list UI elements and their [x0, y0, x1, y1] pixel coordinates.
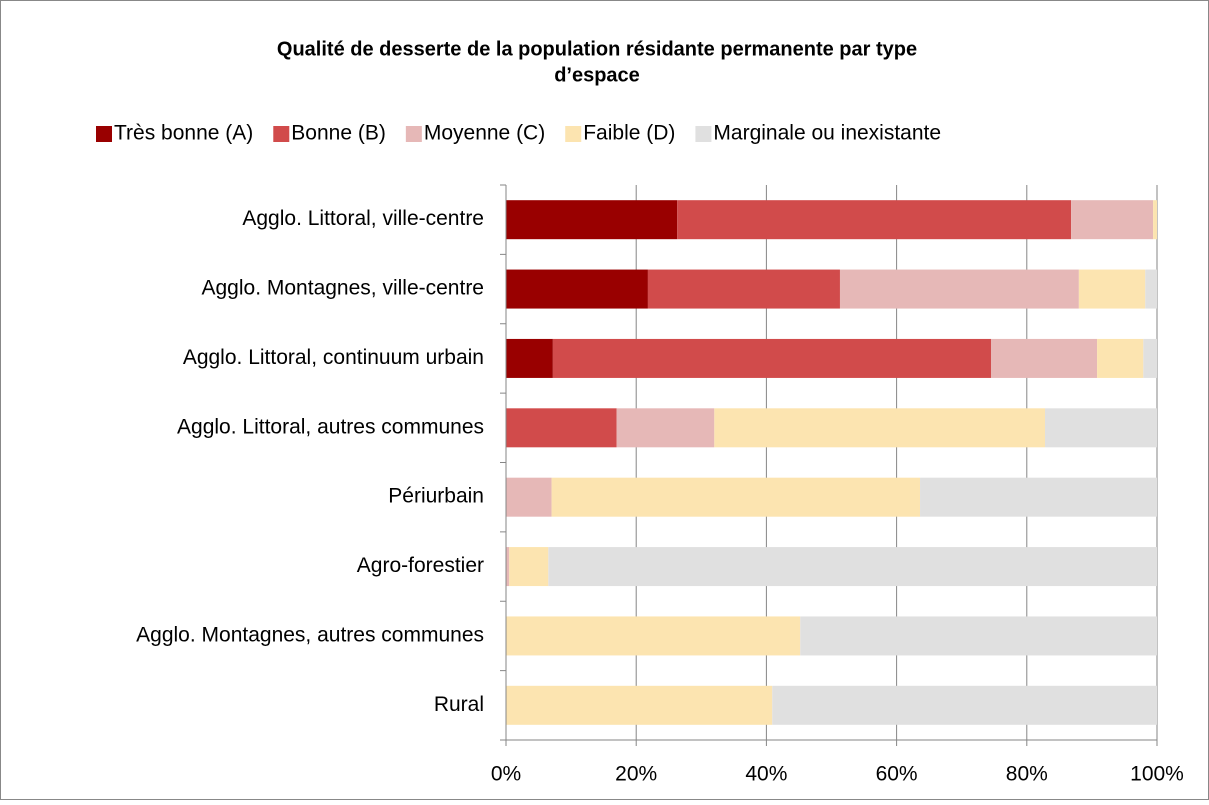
legend-label: Marginale ou inexistante: [713, 122, 941, 145]
bar-segment: [506, 685, 773, 725]
y-tick-label: Périurbain: [388, 485, 484, 508]
bar-segment: [1097, 338, 1144, 378]
y-tick-label: Agglo. Montagnes, ville-centre: [202, 277, 485, 300]
bar-segment: [772, 685, 1157, 725]
x-tick-label: 0%: [491, 763, 521, 786]
y-tick-label: Rural: [434, 693, 484, 716]
x-tick-label: 100%: [1130, 763, 1184, 786]
bar-segment: [506, 200, 678, 240]
legend-swatch: [565, 126, 582, 142]
x-tick-label: 20%: [615, 763, 657, 786]
bar-segment: [548, 547, 1157, 587]
bar-segment: [920, 477, 1157, 517]
bar-segment: [506, 616, 801, 656]
bar-segment: [800, 616, 1157, 656]
bar-segment: [551, 477, 921, 517]
legend-swatch: [405, 126, 422, 142]
bar-segment: [616, 408, 715, 448]
legend-label: Faible (D): [583, 122, 675, 145]
bar-segment: [839, 269, 1079, 309]
bar-segment: [1145, 269, 1157, 309]
x-tick-label: 60%: [876, 763, 918, 786]
x-tick-label: 80%: [1006, 763, 1048, 786]
x-tick-label: 40%: [745, 763, 787, 786]
bar-segment: [714, 408, 1046, 448]
chart-title: d’espace: [554, 64, 640, 86]
y-tick-label: Agglo. Littoral, ville-centre: [242, 207, 484, 230]
bar-segment: [677, 200, 1072, 240]
legend-swatch: [273, 126, 290, 142]
chart-title: Qualité de desserte de la population rés…: [277, 38, 917, 60]
legend-label: Moyenne (C): [424, 122, 545, 145]
bar-segment: [1071, 200, 1154, 240]
legend-label: Très bonne (A): [114, 122, 253, 145]
bar-segment: [506, 269, 648, 309]
bar-segment: [506, 477, 552, 517]
bar-segment: [552, 338, 991, 378]
y-tick-label: Agglo. Montagnes, autres communes: [136, 623, 484, 646]
y-tick-label: Agro-forestier: [357, 554, 484, 577]
bar-segment: [647, 269, 840, 309]
bar-segment: [1045, 408, 1157, 448]
bar-segment: [506, 338, 553, 378]
bar-segment: [1078, 269, 1146, 309]
bar-segment: [506, 408, 617, 448]
legend-swatch: [96, 126, 112, 142]
bar-segment: [509, 547, 549, 587]
bar-segment: [1143, 338, 1157, 378]
legend-label: Bonne (B): [291, 122, 386, 145]
bar-segment: [506, 547, 510, 587]
bar-segment: [1153, 200, 1157, 240]
bar-segment: [990, 338, 1098, 378]
legend-swatch: [695, 126, 712, 142]
y-tick-label: Agglo. Littoral, continuum urbain: [183, 346, 484, 369]
y-tick-label: Agglo. Littoral, autres communes: [177, 415, 484, 438]
